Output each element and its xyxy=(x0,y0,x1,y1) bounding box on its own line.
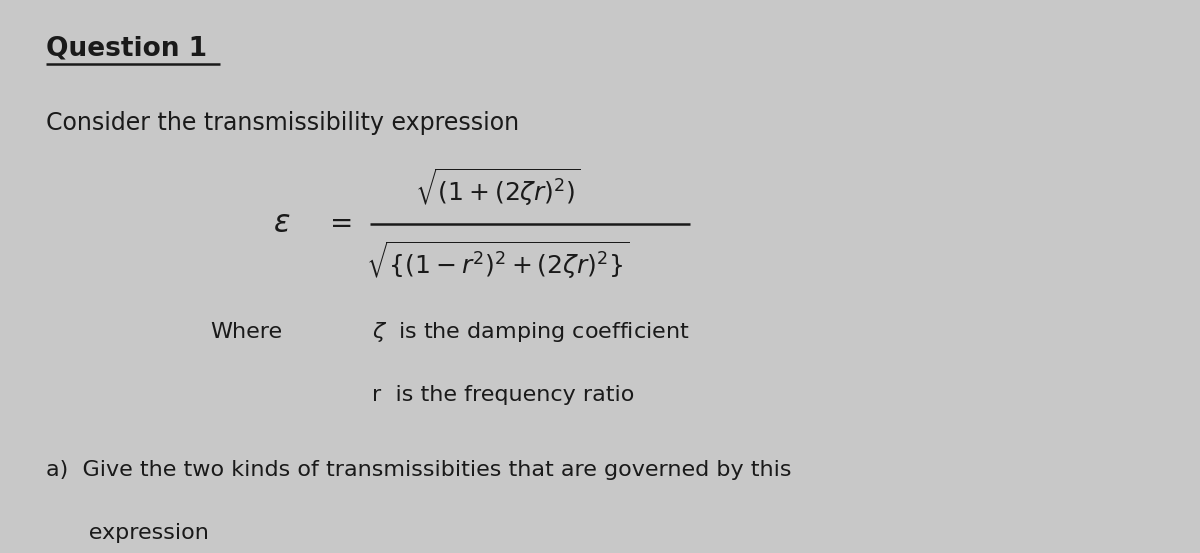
Text: Consider the transmissibility expression: Consider the transmissibility expression xyxy=(46,111,518,134)
Text: r  is the frequency ratio: r is the frequency ratio xyxy=(372,385,635,405)
Text: $\varepsilon$: $\varepsilon$ xyxy=(274,210,290,238)
Text: $\sqrt{\{(1-r^2)^2+(2\zeta r)^2\}}$: $\sqrt{\{(1-r^2)^2+(2\zeta r)^2\}}$ xyxy=(366,240,630,282)
Text: expression: expression xyxy=(46,523,209,542)
Text: Where: Where xyxy=(210,322,282,342)
Text: a)  Give the two kinds of transmissibities that are governed by this: a) Give the two kinds of transmissibitie… xyxy=(46,460,791,480)
Text: =: = xyxy=(330,210,354,238)
Text: $\sqrt{(1+(2\zeta r)^2)}$: $\sqrt{(1+(2\zeta r)^2)}$ xyxy=(415,167,581,209)
Text: $\zeta$  is the damping coefficient: $\zeta$ is the damping coefficient xyxy=(372,320,690,344)
Text: Question 1: Question 1 xyxy=(46,36,206,62)
